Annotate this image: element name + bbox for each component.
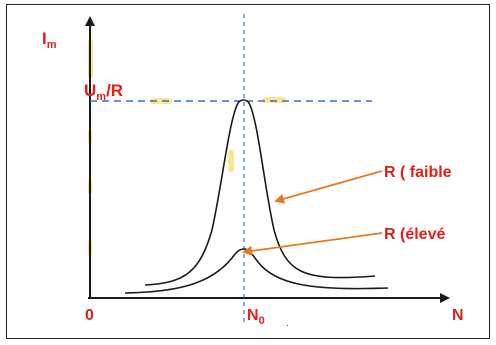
x-axis-label: N <box>452 307 464 324</box>
curve-high-r <box>124 248 389 294</box>
resonance-label: N0 <box>247 307 265 327</box>
origin-label: 0 <box>85 307 94 324</box>
curve-low-r <box>144 99 376 286</box>
arrow-to-high-r-curve <box>242 232 383 256</box>
curve-high-r-label: R (élevé <box>384 226 445 243</box>
curve-low-r-label: R ( faible <box>384 164 452 181</box>
y-axis-label: Im <box>42 29 57 51</box>
diagram-frame <box>6 4 490 339</box>
highlight-marks <box>88 40 286 256</box>
small-dot-mark: . <box>286 318 289 329</box>
peak-label: Um/R <box>84 81 123 103</box>
arrow-to-low-r-curve <box>274 170 383 204</box>
